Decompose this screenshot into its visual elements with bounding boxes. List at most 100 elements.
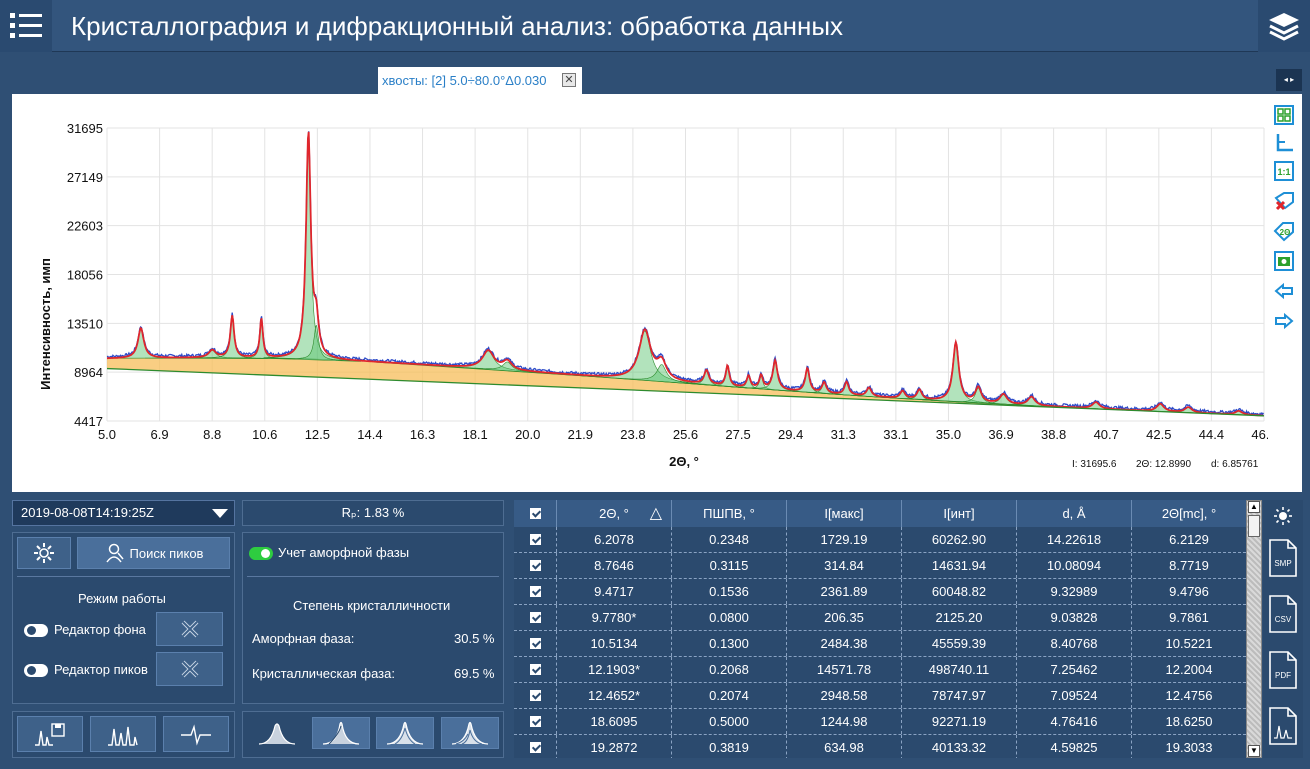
select-all-checkbox[interactable] [514,500,557,527]
checkbox-icon [529,716,541,727]
table-row[interactable]: 6.2078 0.2348 1729.19 60262.90 14.22618 6.212… [514,527,1246,553]
scroll-up-icon[interactable]: ▲ [1248,501,1260,513]
shape-lorentz-button[interactable] [312,717,370,749]
table-cell: 7.25462 [1017,657,1132,682]
row-checkbox[interactable] [514,527,557,552]
table-cell: 2948.58 [787,683,902,708]
table-cell: 8.7646 [557,553,672,578]
amorphous-toggle[interactable] [249,547,273,560]
diffractogram-chart[interactable]: 4417 8964 13510 18056 22603 27149 31695 5.0 6.9… [12,94,1268,492]
row-checkbox[interactable] [514,579,557,604]
col-d[interactable]: d, Å [1017,500,1132,527]
table-cell: 92271.19 [902,709,1017,734]
table-cell: 498740.11 [902,657,1017,682]
list-menu-icon [10,13,42,38]
header-bar: Кристаллография и дифракционный анализ: … [0,0,1310,52]
row-checkbox[interactable] [514,657,557,682]
table-scrollbar[interactable]: ▲ ▼ [1246,500,1262,758]
x-tick-label: 16.3 [410,427,435,442]
table-row[interactable]: 12.1903* 0.2068 14571.78 498740.11 7.25462 12… [514,657,1246,683]
layers-button[interactable] [1258,0,1310,52]
row-checkbox[interactable] [514,683,557,708]
tab-close-icon[interactable]: ✕ [562,73,576,87]
divider [17,576,230,577]
menu-button[interactable] [0,0,52,52]
col-two-theta-mc[interactable]: 2Θ[mc], ° [1161,506,1217,521]
date-select[interactable]: 2019-08-08T14:19:25Z [12,500,235,526]
checkbox-icon [529,560,541,571]
col-imax[interactable]: I[макс] [787,500,902,527]
export-csv-icon[interactable]: CSV [1267,594,1299,634]
table-cell: 18.6250 [1165,714,1213,729]
bg-editor-toggle[interactable] [24,624,48,637]
y-tick-label: 22603 [67,219,103,234]
peak-editor-toggle[interactable] [24,664,48,677]
row-checkbox[interactable] [514,709,557,734]
col-fwhm[interactable]: ПШПВ, ° [672,500,787,527]
fit-view-icon[interactable] [1273,104,1295,126]
x-tick-labels: 5.0 6.9 8.8 10.6 12.5 14.4 16.3 18.1 20.0 21.9 23.… [98,427,1268,442]
shape-pearson-button[interactable] [441,717,499,749]
tab-scroll-arrows[interactable]: ◂ ▸ [1276,69,1302,91]
arrow-left-icon[interactable] [1273,280,1295,302]
amorphous-toggle-label: Учет аморфной фазы [278,545,410,560]
peak-editor-clear-button[interactable] [156,652,223,686]
table-header: 2Θ, ° △ ПШПВ, ° I[макс] I[инт] d, Å 2Θ[mc… [514,500,1246,527]
x-tick-label: 33.1 [883,427,908,442]
shape-gauss-button[interactable] [248,717,306,749]
col-two-theta[interactable]: 2Θ, ° △ [557,500,672,527]
table-row[interactable]: 9.7780* 0.0800 206.35 2125.20 9.03828 9.7861 [514,605,1246,631]
row-checkbox[interactable] [514,631,557,656]
crystal-label: Кристаллическая фаза: [252,666,395,681]
table-row[interactable]: 12.4652* 0.2074 2948.58 78747.97 7.09524 12.4… [514,683,1246,709]
crystallinity-panel [242,532,504,704]
table-cell: 0.5000 [672,709,787,734]
table-cell: 12.2004 [1165,662,1213,677]
row-checkbox[interactable] [514,605,557,630]
search-peaks-button[interactable]: Поиск пиков [77,537,230,569]
y-axis-label: Интенсивность, имп [38,258,53,390]
pattern-view-button[interactable] [90,716,156,752]
table-row[interactable]: 9.4717 0.1536 2361.89 60048.82 9.32989 9.4796 [514,579,1246,605]
table-cell: 6.2078 [557,527,672,552]
export-pdf-icon[interactable]: PDF [1267,650,1299,690]
shape-pseudovoigt-button[interactable] [376,717,434,749]
export-smp-icon[interactable]: SMP [1267,538,1299,578]
col-iint[interactable]: I[инт] [902,500,1017,527]
cross-icon [181,660,198,678]
col-label: 2Θ, ° [599,506,629,521]
two-theta-tag-icon[interactable]: 2Θ [1273,220,1295,242]
table-row[interactable]: 8.7646 0.3115 314.84 14631.94 10.08094 8.7719 [514,553,1246,579]
export-column: SMP CSV PDF [1263,500,1303,758]
amorphous-value: 30.5 % [454,631,495,646]
x-tick-label: 21.9 [568,427,593,442]
row-checkbox[interactable] [514,553,557,578]
export-chart-icon[interactable] [1267,706,1299,746]
arrow-right-icon[interactable] [1273,310,1295,332]
x-tick-label: 6.9 [151,427,169,442]
rp-value: Rₚ: 1.83 % [242,500,504,526]
mode-title: Режим работы [78,591,166,606]
settings-button[interactable] [17,537,71,569]
brightness-icon[interactable] [1273,506,1293,526]
row-checkbox[interactable] [514,735,557,758]
table-row[interactable]: 19.2872 0.3819 634.98 40133.32 4.59825 19.303… [514,735,1246,758]
checkbox-icon [529,638,541,649]
snapshot-icon[interactable] [1273,250,1295,272]
scroll-thumb[interactable] [1248,515,1260,537]
x-tick-label: 25.6 [673,427,698,442]
one-to-one-icon[interactable]: 1:1 [1273,160,1295,182]
peak-component [263,133,354,361]
table-cell: 0.2074 [672,683,787,708]
tab-sample[interactable]: хвосты: [2] 5.0÷80.0°Δ0.030 ✕ [378,67,582,94]
scroll-down-icon[interactable]: ▼ [1248,745,1260,757]
table-row[interactable]: 18.6095 0.5000 1244.98 92271.19 4.76416 18.62… [514,709,1246,735]
derivative-button[interactable] [163,716,229,752]
bg-editor-clear-button[interactable] [156,612,223,646]
save-pattern-button[interactable] [17,716,83,752]
table-cell: 9.4796 [1169,584,1209,599]
table-row[interactable]: 10.5134 0.1300 2484.38 45559.39 8.40768 10.52… [514,631,1246,657]
axes-icon[interactable] [1273,132,1295,154]
remove-tag-icon[interactable] [1273,190,1295,212]
